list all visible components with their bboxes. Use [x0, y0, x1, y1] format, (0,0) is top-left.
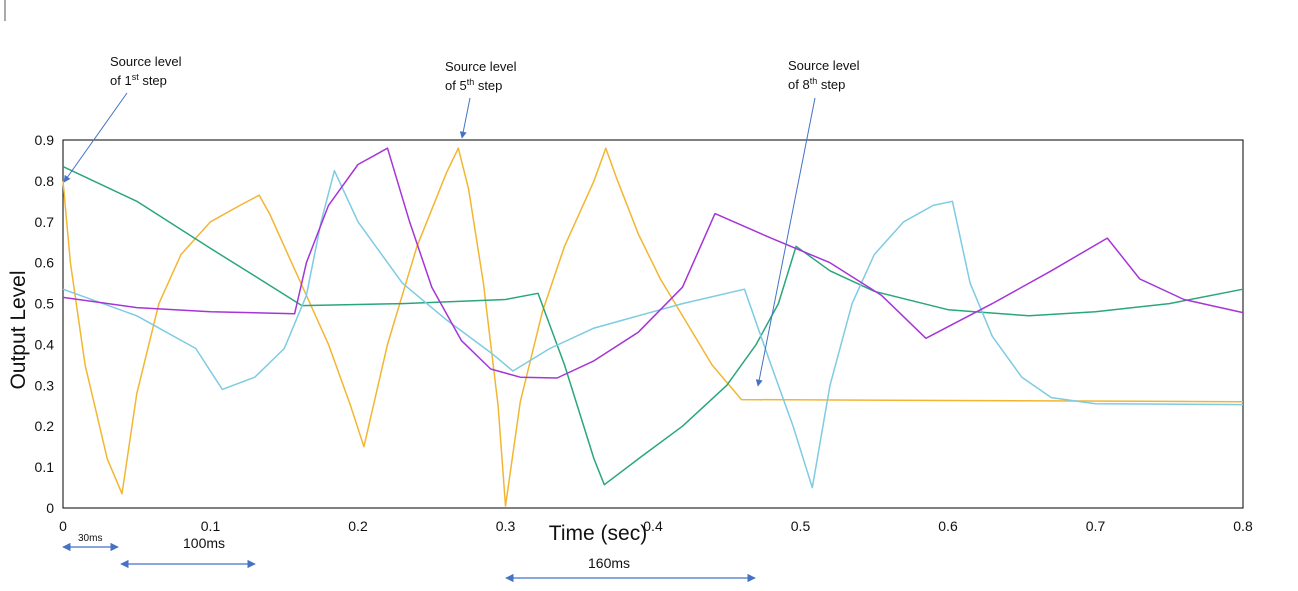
annotation-step-5-line1: Source level: [445, 59, 517, 74]
x-tick-label: 0.5: [791, 518, 811, 534]
y-tick-label: 0.5: [35, 296, 55, 312]
x-tick-label: 0.3: [496, 518, 516, 534]
y-tick-label: 0.1: [35, 459, 55, 475]
x-tick-label: 0.6: [938, 518, 958, 534]
y-tick-label: 0: [46, 500, 54, 516]
annotation-step-5-arrow: [459, 97, 471, 139]
annotation-step-1-line1: Source level: [110, 54, 182, 69]
x-tick-label: 0.8: [1233, 518, 1253, 534]
y-tick-label: 0.2: [35, 418, 55, 434]
annotation-step-8-line1: Source level: [788, 58, 860, 73]
x-tick-label: 0.2: [348, 518, 368, 534]
x-tick-labels: 0 0.1 0.2 0.3 0.4 0.5 0.6 0.7 0.8: [59, 518, 1253, 534]
annotation-step-1-line2: of 1st step: [110, 72, 167, 88]
y-tick-label: 0.7: [35, 214, 55, 230]
annotation-step-1: Source level of 1st step: [63, 54, 182, 183]
x-tick-label: 0.7: [1086, 518, 1106, 534]
y-tick-label: 0.9: [35, 132, 55, 148]
annotation-step-8: Source level of 8th step: [755, 58, 860, 387]
annotation-step-5-line2: of 5th step: [445, 77, 502, 93]
y-tick-label: 0.4: [35, 336, 55, 352]
annotation-step-1-arrow: [63, 92, 128, 183]
y-tick-label: 0.6: [35, 255, 55, 271]
plot-frame: [62, 139, 1244, 509]
series-line-4: [62, 147, 1244, 379]
series-layer: [62, 147, 1244, 507]
series-line-2: [62, 165, 1244, 486]
series-line-3: [62, 169, 1244, 489]
x-tick-label: 0: [59, 518, 67, 534]
annotation-step-8-arrow: [755, 97, 816, 387]
annotation-step-8-line2: of 8th step: [788, 76, 845, 92]
series-line-1: [62, 147, 1244, 507]
y-tick-label: 0.8: [35, 173, 55, 189]
y-tick-label: 0.3: [35, 377, 55, 393]
y-axis-title: Output Level: [7, 270, 30, 389]
duration-100ms: 100ms: [120, 535, 256, 569]
duration-30ms-label: 30ms: [78, 533, 102, 544]
y-tick-labels: 0 0.1 0.2 0.3 0.4 0.5 0.6 0.7 0.8 0.9: [35, 132, 55, 516]
x-tick-label: 0.4: [643, 518, 663, 534]
x-axis-title: Time (sec): [549, 522, 647, 545]
duration-160ms-label: 160ms: [588, 555, 630, 571]
x-tick-label: 0.1: [201, 518, 221, 534]
duration-30ms: 30ms: [62, 533, 119, 552]
duration-100ms-label: 100ms: [183, 535, 225, 551]
duration-160ms: 160ms: [505, 555, 756, 583]
annotation-step-5: Source level of 5th step: [445, 59, 517, 139]
